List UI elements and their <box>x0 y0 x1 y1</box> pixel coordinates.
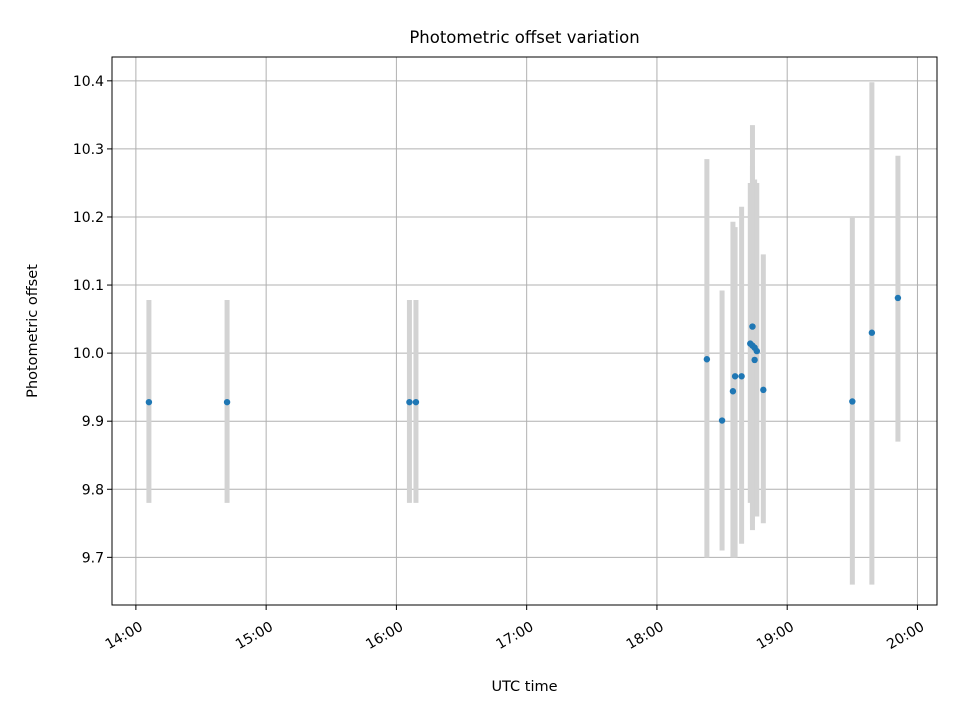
y-tick-label: 10.4 <box>73 74 104 90</box>
data-point <box>738 373 745 380</box>
data-point <box>894 294 902 302</box>
plot-frame <box>111 56 938 606</box>
chart-title: Photometric offset variation <box>409 28 639 47</box>
data-point <box>703 356 711 363</box>
data-point <box>731 373 739 380</box>
y-tick-label: 10.3 <box>73 142 104 158</box>
data-point <box>753 347 761 355</box>
data-point <box>751 356 758 364</box>
y-tick-label: 9.8 <box>82 482 104 498</box>
y-axis-ticks: 9.7 9.8 9.9 10.0 10.1 10.2 10.3 10.4 <box>73 74 112 566</box>
data-point <box>760 386 767 394</box>
data-points <box>145 294 902 424</box>
data-point <box>412 398 420 406</box>
data-point <box>145 398 153 406</box>
y-tick-label: 9.9 <box>82 414 104 430</box>
data-point <box>749 323 756 330</box>
data-point <box>718 417 726 424</box>
data-point <box>406 398 413 406</box>
x-axis-label: UTC time <box>491 679 557 695</box>
data-point <box>849 398 856 405</box>
data-point <box>729 388 737 395</box>
y-tick-label: 10.2 <box>73 210 104 226</box>
grid-lines <box>112 57 937 605</box>
y-tick-label: 10.0 <box>73 346 104 362</box>
data-point <box>223 398 231 406</box>
y-tick-label: 10.1 <box>73 278 104 294</box>
y-tick-label: 9.7 <box>82 550 104 566</box>
data-point <box>868 329 876 336</box>
y-axis-label: Photometric offset <box>25 264 41 398</box>
